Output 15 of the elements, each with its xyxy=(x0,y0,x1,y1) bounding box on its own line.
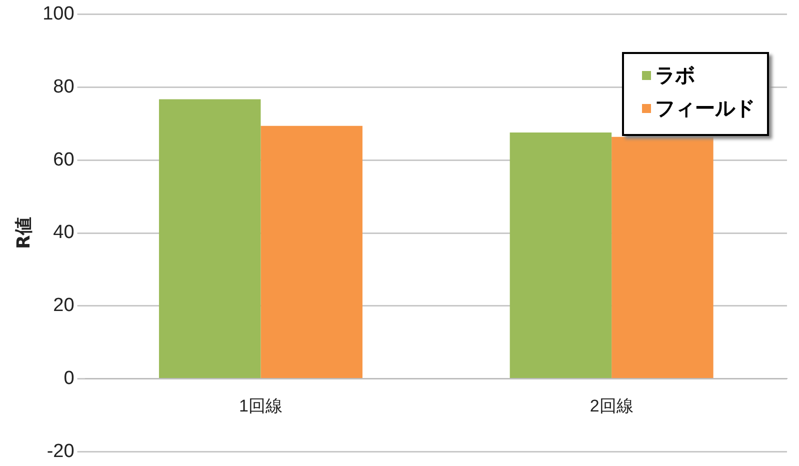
legend-label: ラボ xyxy=(655,62,695,89)
y-tick-label: -20 xyxy=(46,440,74,462)
bar xyxy=(510,132,612,378)
y-tick-label: 20 xyxy=(53,295,74,316)
y-tick-label: 60 xyxy=(53,149,74,170)
y-tick-label: 80 xyxy=(53,76,74,98)
x-tick-label: 1回線 xyxy=(238,396,282,416)
x-tick-label: 2回線 xyxy=(590,396,634,416)
y-tick-label: 100 xyxy=(42,4,74,25)
bar xyxy=(260,126,362,378)
bar xyxy=(158,99,261,378)
y-axis-title: R値 xyxy=(13,217,34,249)
y-tick-label: 40 xyxy=(53,222,74,244)
y-tick-label: 0 xyxy=(64,368,74,389)
legend-label: フィールド xyxy=(655,95,755,122)
